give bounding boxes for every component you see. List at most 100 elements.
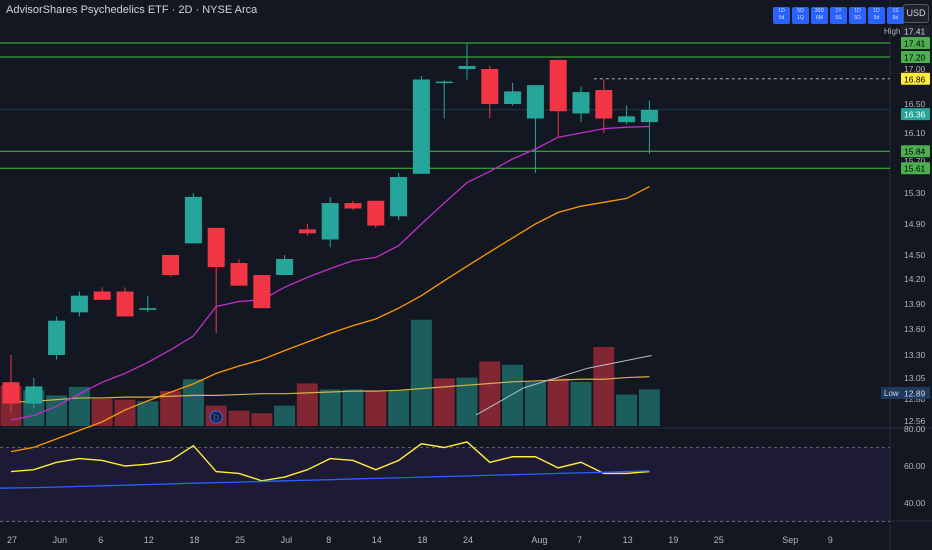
volume-ma-line-recent — [421, 376, 650, 390]
volume-bar — [616, 394, 638, 426]
timeframe-button-6[interactable]: 1S 6d — [887, 7, 904, 24]
candle — [184, 193, 202, 244]
candle-body — [390, 177, 408, 217]
candle — [526, 85, 544, 173]
volume-bar — [342, 389, 364, 426]
price-tick-label: 13.60 — [904, 324, 926, 334]
marker-price-label: 16.86 — [901, 72, 930, 85]
timeframe-button-0[interactable]: 1D 5d — [773, 7, 790, 24]
candle-body — [526, 85, 544, 119]
candle-body — [298, 229, 316, 234]
volume-bar — [319, 389, 341, 426]
candle-body — [412, 79, 430, 174]
low-label: Low — [884, 389, 899, 398]
price-tick-label: 13.30 — [904, 350, 926, 360]
rsi-tick-label: 60.00 — [904, 461, 926, 471]
timeframe-button-4[interactable]: 1D 5D — [849, 7, 866, 24]
volume-bar — [160, 391, 182, 426]
candle-body — [184, 196, 202, 244]
candle — [139, 295, 157, 313]
candle-body — [367, 200, 385, 226]
candle-body — [116, 291, 134, 317]
candle-body — [139, 308, 157, 310]
price-tick-label: 15.30 — [904, 188, 926, 198]
high-value-label-bg — [901, 25, 930, 37]
price-tick-label: 16.10 — [904, 128, 926, 138]
timeframe-button-3[interactable]: 1Y 5S — [830, 7, 847, 24]
volume-bar — [524, 381, 546, 426]
x-axis-label: 18 — [189, 535, 199, 545]
high-value-label-text: 17.41 — [904, 27, 926, 37]
candle-body — [2, 382, 20, 404]
candle — [481, 66, 499, 119]
volume-bar — [182, 379, 204, 426]
volume-bar — [68, 386, 90, 426]
volume-bar — [570, 381, 592, 426]
low-label-bg — [881, 387, 901, 399]
rsi-line — [10, 441, 650, 482]
candle — [162, 255, 180, 277]
candle-body — [25, 386, 43, 404]
candle — [48, 316, 66, 360]
x-axis-label: Sep — [782, 535, 798, 545]
rsi-ma-line — [0, 470, 650, 489]
candle — [70, 291, 88, 317]
candle — [2, 355, 20, 413]
x-axis-label: 19 — [668, 535, 678, 545]
volume-bar — [410, 319, 432, 426]
candle — [367, 200, 385, 228]
volume-bar — [433, 378, 455, 426]
x-axis-label: 24 — [463, 535, 473, 545]
marker-price-label-bg — [901, 72, 930, 85]
candle — [276, 255, 294, 275]
dividend-marker-icon — [209, 410, 223, 424]
candle-body — [549, 60, 567, 112]
candle — [207, 227, 225, 334]
candle — [253, 275, 271, 309]
level-label-bg — [901, 37, 930, 49]
rsi-tick-label: 40.00 — [904, 498, 926, 508]
candle — [595, 79, 613, 133]
candle-body — [207, 227, 225, 267]
timeframe-button-2[interactable]: 30D 6M — [811, 7, 828, 24]
candle-body — [458, 66, 476, 69]
x-axis-label: 9 — [828, 535, 833, 545]
candle-body — [70, 295, 88, 313]
x-axis-label: 13 — [623, 535, 633, 545]
dividend-marker-label: D — [213, 414, 219, 423]
level-label: 17.41 — [901, 37, 930, 49]
level-label-bg — [901, 145, 930, 158]
candle-body — [230, 263, 248, 286]
level-label-text: 17.20 — [904, 53, 926, 63]
level-label-text: 15.84 — [904, 147, 926, 157]
candle — [230, 259, 248, 286]
level-label-text: 17.41 — [904, 39, 926, 49]
volume-bar — [228, 410, 250, 426]
candle — [640, 100, 658, 154]
timeframe-button-1[interactable]: 5D 1Q — [792, 7, 809, 24]
volume-ma-aux-line — [475, 354, 652, 416]
ma-slow-line — [10, 186, 650, 453]
candle-body — [572, 92, 590, 114]
current-price-label-text: 16.36 — [904, 110, 926, 120]
volume-bar — [547, 378, 569, 426]
level-label-bg — [901, 162, 930, 175]
candle — [412, 76, 430, 174]
timeframe-button-5[interactable]: 1D 5d — [868, 7, 885, 24]
candle — [504, 83, 522, 106]
price-tick-label: 16.50 — [904, 99, 926, 109]
level-label-text: 15.61 — [904, 164, 926, 174]
x-axis-label: 14 — [372, 535, 382, 545]
x-axis-label: 6 — [98, 535, 103, 545]
x-axis-label: 25 — [235, 535, 245, 545]
low-value-label: 12.89 — [901, 387, 930, 399]
volume-ma-line — [10, 388, 422, 403]
ma-fast-line — [10, 125, 650, 421]
currency-button[interactable]: USD — [903, 4, 929, 23]
timeframe-toolbar[interactable]: 1D 5d 5D 1Q 30D 6M 1Y 5S 1D 5D 1D 5d 1S 6d — [773, 7, 904, 24]
volume-bar — [593, 346, 615, 426]
candle-body — [435, 81, 453, 84]
volume-bar — [274, 405, 296, 426]
candle-body — [253, 275, 271, 309]
